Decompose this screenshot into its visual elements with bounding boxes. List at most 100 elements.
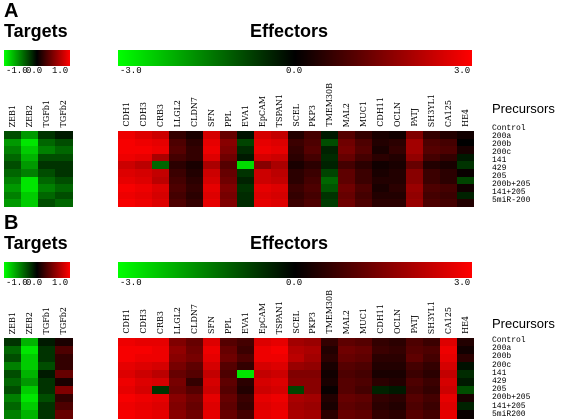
heatmap-cell	[55, 138, 73, 147]
heatmap-cell	[389, 386, 407, 395]
heatmap-cell	[151, 153, 170, 162]
heatmap-cell	[321, 402, 339, 411]
heatmap-cell	[338, 153, 356, 162]
heatmap-cell	[457, 378, 475, 387]
heatmap-cell	[338, 138, 356, 147]
heatmap-cell	[304, 176, 322, 185]
heatmap-cell	[38, 169, 56, 178]
heatmap-cell	[321, 131, 339, 140]
heatmap-cell	[321, 176, 339, 185]
heatmap-cell	[321, 153, 339, 162]
heatmap-cell	[21, 199, 39, 208]
heatmap-cell	[55, 354, 73, 363]
column-label: TGFb1	[42, 99, 51, 128]
heatmap-cell	[389, 394, 407, 403]
heatmap-cell	[304, 386, 322, 395]
heatmap-cell	[406, 199, 424, 208]
heatmap-cell	[270, 402, 288, 411]
column-label: SH3YL1	[427, 300, 437, 334]
heatmap-cell	[389, 146, 407, 155]
heatmap-cell	[389, 153, 407, 162]
heatmap-cell	[202, 370, 221, 379]
heatmap-cell	[168, 131, 187, 140]
row-label: 429	[492, 164, 507, 173]
heatmap-cell	[4, 191, 22, 200]
heatmap-cell	[304, 138, 322, 147]
panel-b-precursors-title: Precursors	[492, 316, 555, 331]
column-label: PATJ	[410, 315, 420, 334]
heatmap-cell	[38, 346, 56, 355]
heatmap-cell	[202, 402, 221, 411]
row-label: 205	[492, 172, 507, 181]
heatmap-cell	[202, 362, 221, 371]
heatmap-cell	[406, 354, 424, 363]
heatmap-cell	[253, 176, 272, 185]
panel-a-effectors-colorbar	[118, 50, 472, 66]
heatmap-cell	[185, 191, 204, 200]
column-label: CRB3	[155, 103, 165, 127]
heatmap-cell	[321, 354, 339, 363]
heatmap-cell	[55, 169, 73, 178]
heatmap-cell	[236, 184, 255, 193]
heatmap-cell	[406, 362, 424, 371]
column-label: OCLN	[393, 309, 403, 334]
heatmap-cell	[338, 146, 356, 155]
heatmap-cell	[219, 338, 238, 347]
heatmap-cell	[134, 370, 153, 379]
heatmap-cell	[4, 370, 22, 379]
heatmap-cell	[406, 131, 424, 140]
heatmap-cell	[118, 176, 136, 185]
heatmap-cell	[406, 153, 424, 162]
heatmap-cell	[457, 153, 475, 162]
heatmap-cell	[304, 346, 322, 355]
panel-a-letter: A	[4, 0, 19, 22]
heatmap-cell	[423, 410, 441, 419]
heatmap-cell	[253, 346, 272, 355]
heatmap-cell	[253, 370, 272, 379]
heatmap-cell	[321, 370, 339, 379]
heatmap-cell	[21, 169, 39, 178]
heatmap-cell	[55, 191, 73, 200]
heatmap-cell	[38, 184, 56, 193]
heatmap-cell	[321, 138, 339, 147]
heatmap-cell	[389, 354, 407, 363]
heatmap-cell	[355, 386, 373, 395]
heatmap-cell	[151, 378, 170, 387]
heatmap-cell	[253, 386, 272, 395]
heatmap-cell	[38, 199, 56, 208]
column-label: CDH11	[376, 97, 386, 127]
heatmap-cell	[372, 410, 390, 419]
column-label: PPL	[223, 317, 233, 334]
heatmap-cell	[270, 338, 288, 347]
heatmap-cell	[423, 199, 441, 208]
heatmap-cell	[219, 146, 238, 155]
heatmap-cell	[406, 138, 424, 147]
heatmap-cell	[38, 410, 56, 419]
heatmap-cell	[21, 346, 39, 355]
heatmap-cell	[440, 362, 458, 371]
heatmap-cell	[185, 176, 204, 185]
heatmap-cell	[21, 362, 39, 371]
heatmap-cell	[38, 338, 56, 347]
heatmap-cell	[202, 176, 221, 185]
heatmap-cell	[118, 362, 136, 371]
heatmap-cell	[270, 362, 288, 371]
heatmap-cell	[253, 146, 272, 155]
column-label: TMEM30B	[325, 290, 335, 334]
heatmap-cell	[236, 402, 255, 411]
heatmap-cell	[440, 338, 458, 347]
panel-a-effectors-title: Effectors	[250, 21, 329, 41]
heatmap-cell	[321, 199, 339, 208]
heatmap-cell	[168, 402, 187, 411]
heatmap-cell	[151, 191, 170, 200]
heatmap-cell	[287, 362, 305, 371]
heatmap-cell	[338, 346, 356, 355]
heatmap-cell	[423, 153, 441, 162]
heatmap-cell	[423, 131, 441, 140]
heatmap-cell	[304, 338, 322, 347]
row-label: 200b	[492, 352, 512, 362]
heatmap-cell	[236, 410, 255, 419]
heatmap-cell	[118, 402, 136, 411]
heatmap-cell	[457, 386, 475, 395]
heatmap-cell	[151, 169, 170, 178]
